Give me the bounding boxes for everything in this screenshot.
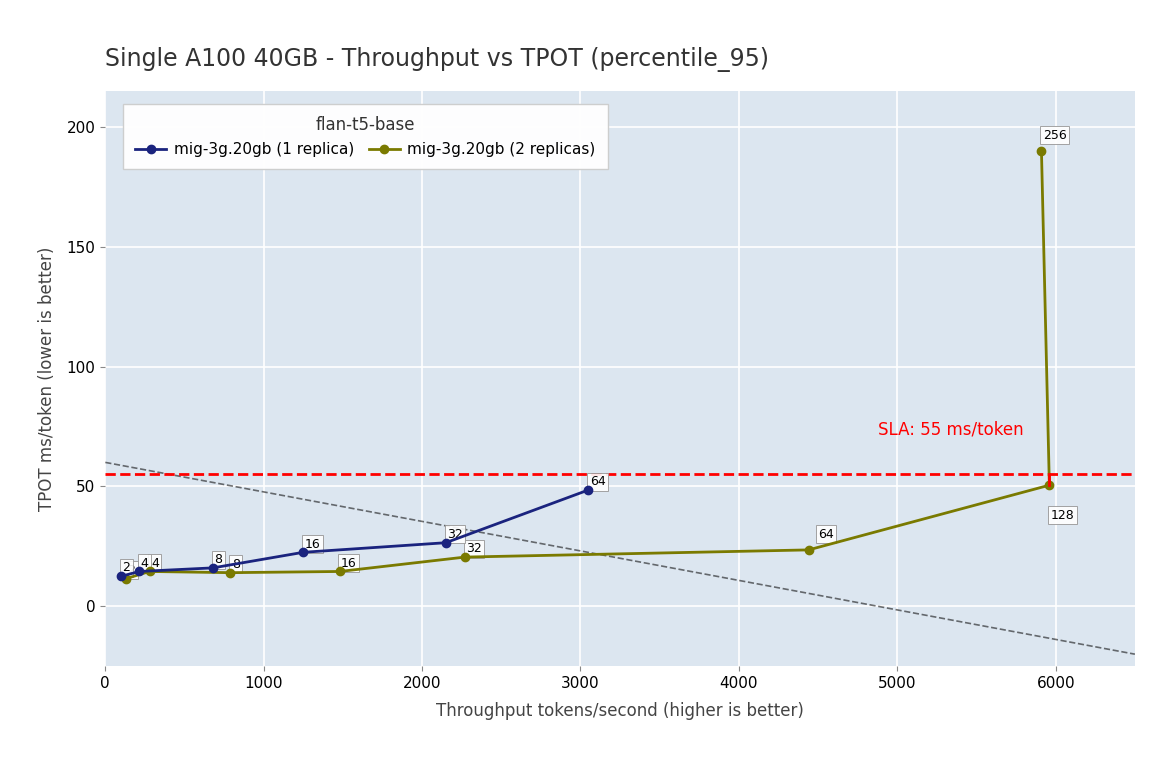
Text: 8: 8	[214, 553, 222, 566]
mig-3g.20gb (2 replicas)	[1034, 146, 1048, 155]
mig-3g.20gb (2 replicas)	[332, 567, 346, 576]
Text: 16: 16	[304, 537, 321, 550]
Text: 32: 32	[447, 528, 463, 541]
mig-3g.20gb (2 replicas)	[457, 553, 472, 562]
mig-3g.20gb (2 replicas)	[119, 574, 133, 583]
Text: 2: 2	[128, 564, 135, 577]
Text: 64: 64	[590, 475, 605, 488]
Text: 32: 32	[466, 542, 482, 556]
mig-3g.20gb (2 replicas)	[143, 567, 157, 576]
Line: mig-3g.20gb (1 replica): mig-3g.20gb (1 replica)	[117, 486, 592, 581]
mig-3g.20gb (1 replica)	[132, 567, 146, 576]
Text: SLA: 55 ms/token: SLA: 55 ms/token	[879, 420, 1024, 438]
Text: 256: 256	[1042, 129, 1067, 142]
X-axis label: Throughput tokens/second (higher is better): Throughput tokens/second (higher is bett…	[436, 702, 804, 720]
Text: Single A100 40GB - Throughput vs TPOT (percentile_95): Single A100 40GB - Throughput vs TPOT (p…	[105, 47, 770, 72]
Line: mig-3g.20gb (2 replicas): mig-3g.20gb (2 replicas)	[122, 147, 1053, 583]
Y-axis label: TPOT ms/token (lower is better): TPOT ms/token (lower is better)	[37, 246, 56, 511]
Text: 128: 128	[1051, 509, 1074, 522]
mig-3g.20gb (1 replica)	[581, 485, 596, 494]
mig-3g.20gb (2 replicas)	[801, 545, 815, 554]
Legend: mig-3g.20gb (1 replica), mig-3g.20gb (2 replicas): mig-3g.20gb (1 replica), mig-3g.20gb (2 …	[123, 104, 608, 170]
Text: 64: 64	[818, 528, 834, 541]
Text: 4: 4	[151, 556, 159, 570]
mig-3g.20gb (1 replica)	[439, 538, 453, 547]
Text: 4: 4	[140, 556, 149, 570]
Text: 2: 2	[123, 562, 130, 575]
mig-3g.20gb (2 replicas)	[1042, 481, 1057, 490]
mig-3g.20gb (2 replicas)	[223, 568, 238, 578]
Text: 8: 8	[232, 558, 240, 571]
Text: 16: 16	[340, 556, 357, 570]
mig-3g.20gb (1 replica)	[115, 572, 129, 581]
mig-3g.20gb (1 replica)	[296, 548, 310, 557]
mig-3g.20gb (1 replica)	[206, 563, 220, 572]
